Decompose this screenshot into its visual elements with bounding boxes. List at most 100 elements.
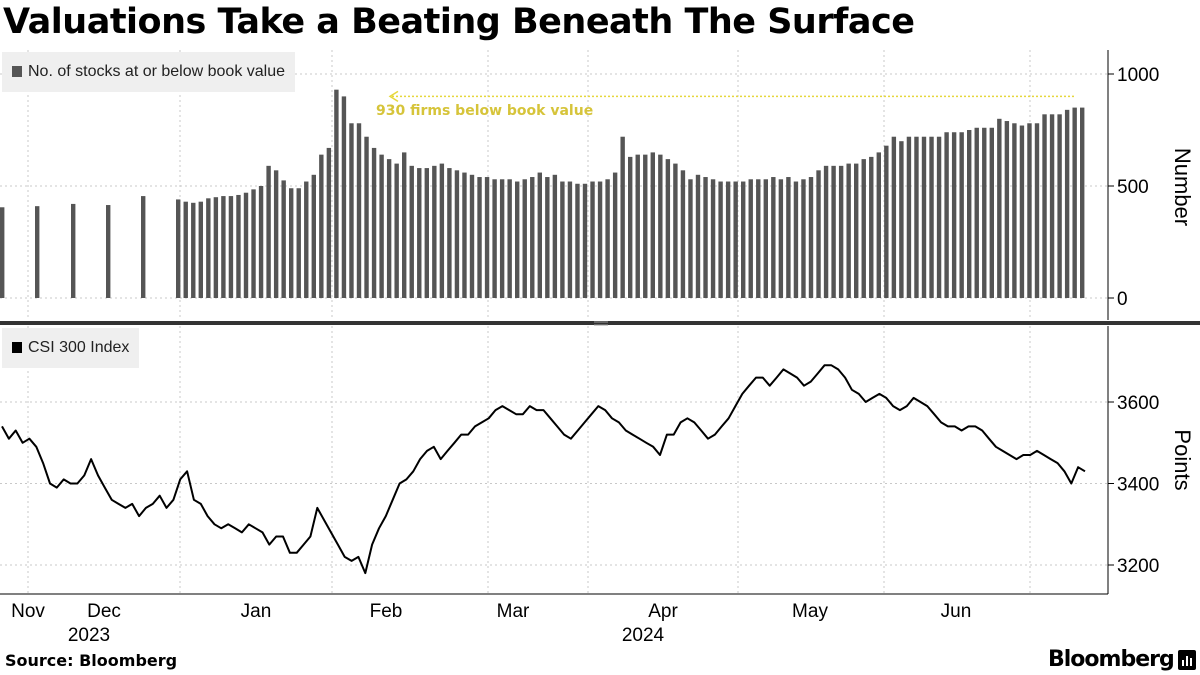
bar bbox=[725, 181, 731, 298]
bar bbox=[620, 136, 625, 298]
bar bbox=[183, 201, 188, 298]
bar bbox=[680, 170, 686, 298]
bar bbox=[537, 172, 542, 298]
bar bbox=[266, 165, 271, 298]
bar bbox=[967, 130, 972, 298]
bar bbox=[1057, 114, 1062, 298]
bar bbox=[921, 136, 927, 298]
ytick-label-top: 0 bbox=[1117, 289, 1128, 310]
xtick-label: Feb bbox=[370, 601, 403, 622]
bar bbox=[311, 174, 316, 298]
bar bbox=[778, 179, 784, 298]
bar bbox=[106, 205, 111, 298]
bar bbox=[273, 170, 279, 298]
bar bbox=[447, 168, 452, 298]
annotation-group: 930 firms below book value bbox=[376, 90, 1075, 119]
bar bbox=[643, 154, 648, 298]
bar bbox=[296, 188, 301, 298]
xtick-label: Mar bbox=[497, 601, 530, 622]
bar bbox=[597, 181, 603, 298]
bar bbox=[439, 163, 445, 298]
bar bbox=[492, 179, 497, 298]
bar bbox=[0, 207, 5, 298]
year-label: 2023 bbox=[68, 625, 110, 646]
bar bbox=[386, 159, 392, 298]
bar bbox=[379, 154, 384, 298]
ytick-label-top: 1000 bbox=[1117, 65, 1159, 86]
bar bbox=[545, 177, 550, 298]
bar bbox=[869, 156, 874, 298]
bar bbox=[326, 147, 332, 298]
bar bbox=[469, 174, 475, 298]
xtick-label: Nov bbox=[11, 601, 45, 622]
annotation-label: 930 firms below book value bbox=[376, 103, 593, 119]
bar bbox=[499, 179, 505, 298]
bar bbox=[1004, 121, 1010, 298]
bar bbox=[71, 203, 76, 298]
bar bbox=[432, 165, 437, 298]
bar bbox=[650, 152, 655, 298]
bar bbox=[281, 180, 286, 298]
bar bbox=[710, 179, 716, 298]
bar bbox=[176, 199, 181, 298]
bar bbox=[733, 181, 738, 298]
bar bbox=[462, 172, 467, 298]
annotation-arrow bbox=[388, 90, 399, 103]
bar bbox=[899, 141, 904, 298]
legend-label-line: CSI 300 Index bbox=[28, 339, 130, 356]
bar bbox=[756, 179, 761, 298]
ylabel-bottom: Points bbox=[1170, 429, 1195, 490]
legend-swatch-bars bbox=[12, 66, 22, 77]
bar bbox=[191, 202, 196, 298]
legend-label-bars: No. of stocks at or below book value bbox=[28, 63, 286, 80]
bar bbox=[771, 177, 776, 298]
legend-swatch-line bbox=[12, 342, 22, 353]
bar bbox=[530, 177, 535, 298]
bar bbox=[982, 127, 987, 298]
bar bbox=[838, 165, 844, 298]
bar bbox=[477, 177, 482, 298]
bar bbox=[801, 179, 806, 298]
bar bbox=[243, 192, 249, 298]
legend-line: CSI 300 Index bbox=[2, 328, 140, 368]
bar bbox=[402, 152, 407, 298]
bar bbox=[221, 196, 226, 298]
bar bbox=[334, 89, 339, 299]
bar bbox=[748, 179, 753, 298]
bar bbox=[349, 123, 354, 298]
bar bbox=[635, 154, 640, 298]
bar bbox=[394, 163, 399, 298]
bar bbox=[658, 154, 663, 298]
bar bbox=[763, 179, 768, 298]
bar bbox=[628, 156, 633, 298]
bar bbox=[424, 168, 429, 298]
bar bbox=[213, 197, 219, 298]
bar bbox=[1042, 114, 1047, 298]
bar bbox=[936, 136, 942, 298]
bar bbox=[141, 196, 146, 298]
bar bbox=[356, 123, 362, 298]
csi300-line bbox=[1, 364, 1086, 575]
bar bbox=[258, 186, 264, 298]
bar bbox=[1012, 123, 1017, 298]
xtick-label: May bbox=[792, 601, 828, 622]
bar bbox=[703, 177, 708, 298]
chart-title: Valuations Take a Beating Beneath The Su… bbox=[3, 2, 915, 42]
bar bbox=[861, 159, 866, 298]
bar bbox=[319, 154, 324, 298]
bar bbox=[560, 181, 565, 298]
bar bbox=[944, 132, 949, 298]
bar bbox=[605, 179, 610, 298]
xtick-label: Jan bbox=[241, 601, 272, 622]
bar bbox=[741, 181, 746, 298]
bar bbox=[575, 183, 580, 298]
bar bbox=[989, 127, 994, 298]
bar bbox=[206, 198, 211, 298]
bar bbox=[914, 136, 919, 298]
bar bbox=[673, 163, 678, 298]
bar bbox=[786, 177, 791, 298]
bloomberg-terminal-icon bbox=[1178, 650, 1196, 670]
bar bbox=[876, 152, 881, 298]
brand-logo: Bloomberg bbox=[1048, 647, 1175, 672]
